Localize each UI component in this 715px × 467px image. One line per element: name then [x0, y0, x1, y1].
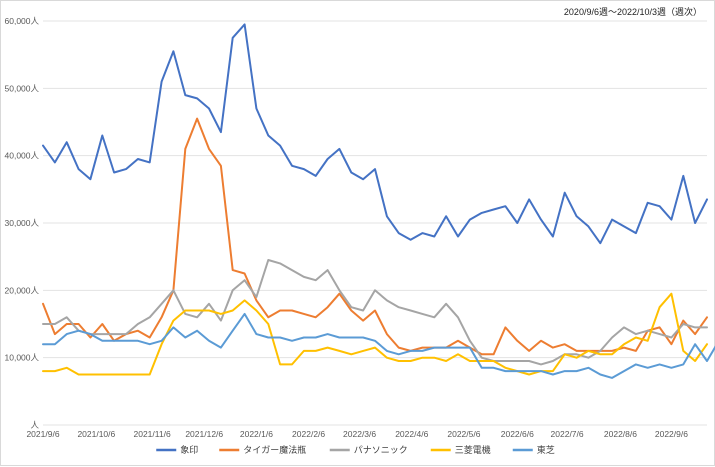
legend: 象印 タイガー魔法瓶 パナソニック 三菱電機 東芝	[156, 444, 555, 455]
legend-label: 象印	[180, 444, 198, 455]
y-tick-label: 30,000人	[5, 218, 40, 228]
gridlines	[43, 20, 707, 426]
legend-label: 東芝	[537, 444, 555, 455]
x-tick-label: 2021/12/6	[185, 429, 223, 439]
x-tick-label: 2022/3/6	[343, 429, 376, 439]
x-tick-label: 2022/2/6	[292, 429, 325, 439]
x-tick-label: 2022/1/6	[240, 429, 273, 439]
x-tick-label: 2022/4/6	[395, 429, 428, 439]
y-tick-label: 50,000人	[5, 83, 40, 93]
y-tick-label: 人	[30, 420, 39, 430]
x-tick-label: 2022/5/6	[447, 429, 480, 439]
series-line-タイガー魔法瓶	[42, 117, 708, 356]
x-tick-label: 2022/7/6	[551, 429, 584, 439]
y-tick-label: 60,000人	[5, 16, 40, 26]
x-tick-label: 2021/9/6	[26, 429, 59, 439]
series-line-三菱電機	[42, 292, 708, 376]
series-lines	[42, 23, 715, 379]
x-tick-label: 2021/11/6	[133, 429, 170, 439]
x-axis-ticks: 2021/9/6 2021/10/6 2021/11/6 2021/12/6 2022/…	[26, 429, 688, 439]
legend-label: タイガー魔法瓶	[243, 444, 306, 455]
series-line-東芝	[42, 312, 715, 379]
legend-label: 三菱電機	[455, 444, 491, 455]
y-tick-label: 40,000人	[5, 151, 40, 161]
series-line-象印	[42, 23, 708, 245]
x-tick-label: 2021/10/6	[77, 429, 115, 439]
y-tick-label: 10,000人	[5, 353, 40, 363]
legend-label: パナソニック	[354, 445, 408, 455]
y-tick-label: 20,000人	[5, 285, 40, 295]
chart-subtitle: 2020/9/6週～2022/10/3週（週次）	[563, 7, 702, 17]
y-axis-ticks: 60,000人 50,000人 40,000人 30,000人 20,000人 10,00…	[5, 16, 40, 430]
x-tick-label: 2022/9/6	[655, 429, 688, 439]
x-tick-label: 2022/8/6	[604, 429, 637, 439]
x-tick-label: 2022/6/6	[501, 429, 534, 439]
